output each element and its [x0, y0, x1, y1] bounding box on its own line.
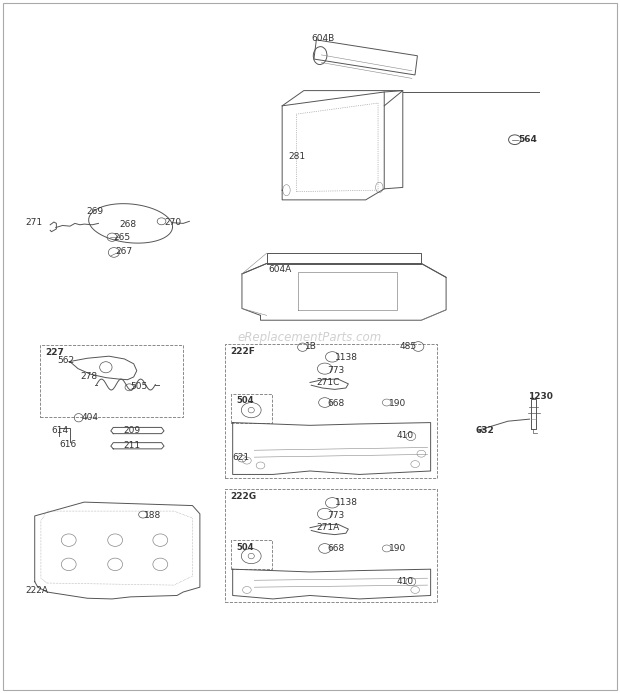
Text: 188: 188 [144, 511, 161, 520]
Text: 222G: 222G [230, 492, 256, 501]
Text: 668: 668 [327, 398, 345, 407]
Text: 505: 505 [131, 382, 148, 391]
Text: 281: 281 [288, 152, 306, 161]
Text: 668: 668 [327, 544, 345, 553]
Text: 621: 621 [232, 453, 250, 462]
Bar [225, 489, 437, 602]
Bar [40, 345, 183, 417]
Text: 267: 267 [115, 247, 132, 256]
Text: 271: 271 [25, 218, 43, 227]
Text: 773: 773 [327, 365, 345, 374]
Text: 1230: 1230 [528, 392, 552, 401]
Bar [225, 344, 437, 478]
Text: 268: 268 [120, 220, 136, 229]
Text: 504: 504 [236, 543, 254, 552]
Text: 1138: 1138 [335, 353, 358, 362]
Text: 190: 190 [389, 544, 407, 553]
Text: 410: 410 [397, 577, 414, 586]
Text: 604B: 604B [312, 33, 335, 42]
Text: 209: 209 [123, 426, 140, 435]
Text: 404: 404 [81, 413, 98, 422]
Text: 190: 190 [389, 398, 407, 407]
Text: 614: 614 [51, 426, 69, 435]
Text: eReplacementParts.com: eReplacementParts.com [238, 331, 382, 344]
Bar [231, 394, 272, 423]
Text: 211: 211 [123, 441, 140, 450]
Text: 562: 562 [58, 356, 75, 365]
Text: 564: 564 [518, 134, 537, 143]
Text: 222A: 222A [25, 586, 48, 595]
Text: 504: 504 [236, 396, 254, 405]
Text: 222F: 222F [230, 346, 255, 356]
Text: 773: 773 [327, 511, 345, 520]
Text: 265: 265 [113, 233, 130, 242]
Text: 604A: 604A [268, 265, 291, 274]
Text: 271A: 271A [316, 523, 339, 532]
Text: 227: 227 [45, 348, 64, 357]
Bar [231, 540, 272, 569]
Text: 485: 485 [400, 342, 417, 351]
Text: 271C: 271C [316, 378, 340, 387]
Text: 616: 616 [60, 440, 77, 449]
Text: 278: 278 [80, 372, 97, 381]
Text: 1B: 1B [305, 342, 317, 351]
Text: 1138: 1138 [335, 498, 358, 507]
Text: 632: 632 [476, 426, 495, 435]
Text: 269: 269 [86, 207, 103, 216]
Text: 270: 270 [164, 218, 181, 227]
Text: 410: 410 [397, 430, 414, 439]
